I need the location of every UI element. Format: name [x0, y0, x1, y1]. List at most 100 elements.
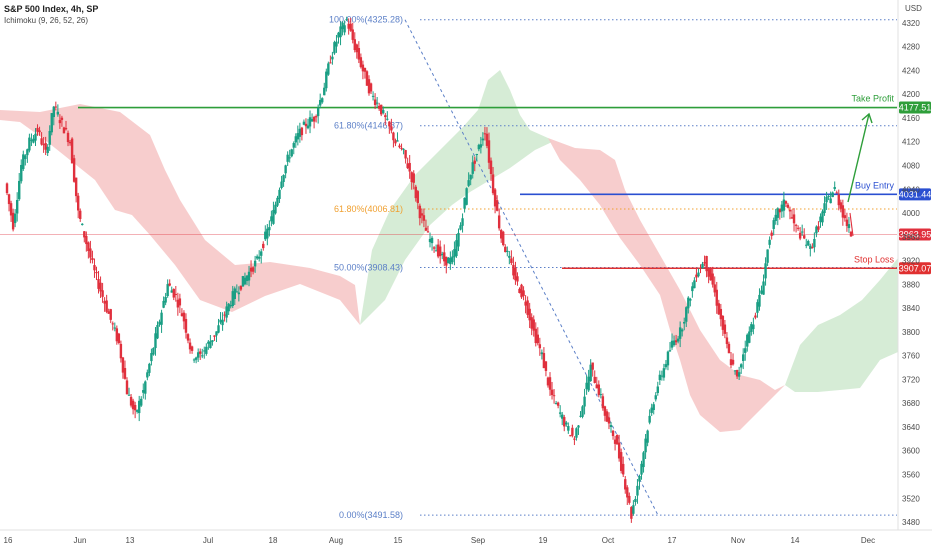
candle: [809, 243, 812, 257]
candle: [247, 265, 251, 287]
candle-body: [300, 127, 304, 136]
candle: [333, 40, 336, 55]
candle-body: [565, 422, 568, 425]
candle-body: [367, 79, 371, 94]
candle-body: [129, 396, 133, 406]
candle-body: [172, 289, 175, 298]
candle: [129, 393, 133, 408]
candle-body: [674, 340, 678, 343]
candle: [823, 196, 826, 216]
candle-body: [605, 411, 609, 422]
x-axis[interactable]: 16 Jun 13 Jul 18 Aug 15 Sep 19 Oct 17 Nov 14 Dec: [0, 529, 932, 545]
candle: [644, 433, 647, 459]
candle-body: [839, 202, 843, 209]
candle-body: [314, 116, 318, 118]
y-tick-label: 3720: [902, 375, 920, 384]
candle: [497, 208, 501, 231]
candle-body: [495, 200, 499, 211]
candle: [308, 110, 312, 134]
candle: [477, 143, 481, 152]
candle-body: [711, 273, 714, 285]
candle: [766, 249, 769, 267]
symbol-title[interactable]: S&P 500 Index, 4h, SP: [4, 4, 99, 14]
candle: [786, 202, 790, 209]
candle-body: [158, 321, 161, 325]
candle: [725, 332, 729, 349]
candle: [58, 114, 62, 129]
candle: [693, 277, 696, 289]
candle: [593, 370, 596, 384]
candle-body: [22, 154, 25, 170]
candle: [595, 376, 598, 389]
candle-body: [343, 25, 346, 33]
candle-body: [532, 319, 535, 331]
candle: [18, 172, 21, 201]
candle-body: [563, 417, 566, 427]
indicator-legend[interactable]: Ichimoku (9, 26, 52, 26): [4, 16, 89, 25]
candle-body: [318, 99, 322, 106]
candle-body: [237, 292, 241, 295]
candle: [20, 159, 23, 184]
candle-body: [717, 303, 720, 315]
candle-body: [349, 23, 352, 31]
candle-body: [422, 215, 426, 221]
candle-body: [54, 106, 58, 108]
candle: [331, 51, 334, 65]
candle-body: [416, 191, 420, 203]
candle: [11, 208, 15, 232]
candle-body: [270, 216, 273, 222]
candle-body: [540, 352, 544, 355]
candle-body: [587, 376, 590, 391]
fibonacci-lines: 100.00%(4325.28) 61.80%(4146.87) 61.80%(40…: [329, 15, 897, 520]
y-tick-label: 3760: [902, 352, 920, 361]
candle: [272, 201, 275, 225]
candle: [628, 492, 631, 505]
candle-body: [788, 209, 792, 212]
candle: [579, 411, 582, 418]
candle: [630, 506, 633, 523]
candle-body: [280, 181, 283, 188]
candle: [359, 53, 363, 69]
candle: [508, 250, 511, 265]
candle-body: [585, 382, 588, 390]
candle: [471, 155, 474, 179]
candle: [133, 401, 137, 419]
candle: [349, 17, 352, 32]
candle: [605, 409, 609, 422]
candle-body: [68, 141, 72, 144]
candle: [461, 213, 464, 233]
candle-body: [253, 260, 257, 267]
x-tick-label: Nov: [731, 536, 745, 545]
candle-body: [308, 117, 312, 127]
candle: [613, 436, 617, 451]
candle-body: [615, 435, 619, 445]
candle: [792, 208, 796, 232]
candle-body: [709, 267, 712, 281]
candle: [807, 239, 810, 247]
candle: [776, 207, 779, 226]
candle-body: [203, 350, 206, 352]
y-axis[interactable]: USD 3480 3520 3560 3600 3640 3680 3720 3760 3800 3…: [897, 0, 922, 530]
candle-body: [622, 463, 625, 475]
candle: [800, 224, 804, 236]
candle: [396, 132, 399, 142]
candle: [754, 312, 757, 320]
candle-body: [384, 115, 387, 118]
candle-body: [225, 306, 228, 318]
candle: [666, 350, 670, 371]
candle-body: [803, 235, 806, 239]
candle-body: [264, 231, 267, 240]
candle: [660, 370, 664, 381]
candle-body: [182, 312, 186, 322]
candle-body: [451, 256, 454, 263]
y-tick-label: 4280: [902, 43, 920, 52]
candle: [201, 348, 204, 359]
candle-body: [274, 204, 277, 214]
ichimoku-cloud: [0, 70, 898, 432]
candle: [432, 246, 436, 253]
candle: [400, 143, 403, 151]
candle-body: [115, 328, 119, 342]
candle: [538, 337, 542, 356]
candle: [591, 362, 594, 377]
